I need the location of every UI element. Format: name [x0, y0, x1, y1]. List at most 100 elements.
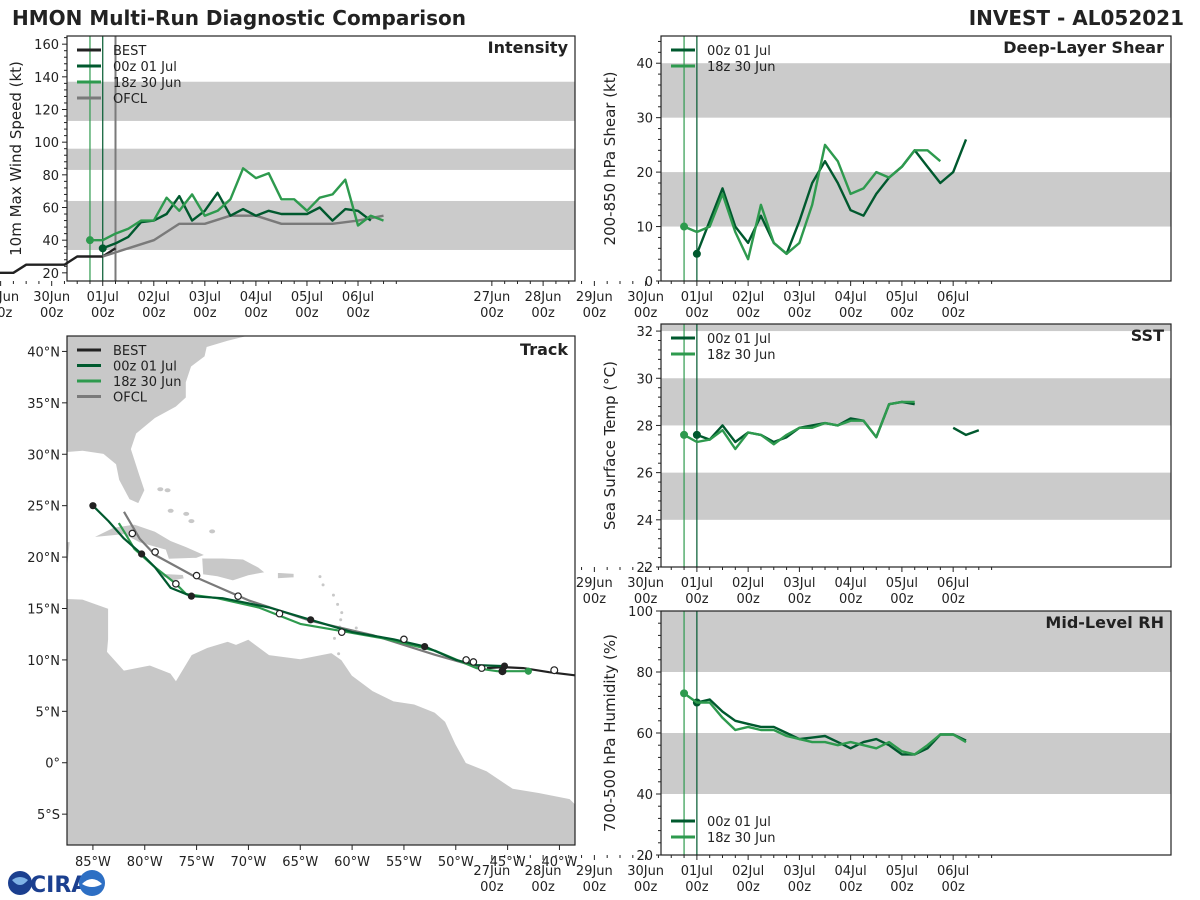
- x-tick-label-hour: 00z: [941, 592, 965, 607]
- track-open-marker: [462, 656, 470, 664]
- track-open-marker: [337, 628, 346, 636]
- y-tick-label: 80: [636, 666, 653, 681]
- x-tick-label-date: 01Jul: [681, 864, 713, 879]
- x-tick-label-date: 03Jul: [783, 290, 815, 305]
- x-tick-label-date: 06Jul: [937, 576, 969, 591]
- x-tick-label-date: 27Jun: [473, 864, 510, 879]
- logo-wordmark: CIRA: [30, 873, 88, 898]
- series-start-marker-run00: [692, 249, 701, 258]
- track-open-marker: [275, 609, 284, 618]
- x-tick-label-hour: 00z: [736, 880, 760, 895]
- lat-tick-label: 40°N: [27, 345, 60, 360]
- ram-horn-icon: [82, 879, 102, 887]
- x-tick-label-hour: 00z: [839, 592, 863, 607]
- antilles-island: [354, 626, 358, 630]
- plot-frame: [66, 335, 576, 846]
- y-axis-label: 200-850 hPa Shear (kt): [601, 72, 619, 246]
- x-tick-label-hour: 00z: [788, 592, 812, 607]
- panel-intensity: 2040608010012014016027Jun00z28Jun00z29Ju…: [0, 35, 576, 321]
- x-tick-label-date: 06Jul: [342, 290, 374, 305]
- x-tick-label-hour: 00z: [890, 592, 914, 607]
- lon-tick-label: 60°W: [334, 855, 370, 870]
- y-axis-label: 10m Max Wind Speed (kt): [7, 61, 25, 256]
- antilles-island: [332, 636, 336, 640]
- y-axis-label: 700-500 hPa Humidity (%): [601, 634, 619, 832]
- y-tick-label: 32: [636, 325, 653, 340]
- threshold-band: [661, 172, 1171, 227]
- x-tick-label-hour: 00z: [142, 306, 166, 321]
- x-tick-label-hour: 00z: [583, 592, 607, 607]
- track-closed-marker-run00: [187, 592, 196, 600]
- x-tick-label-hour: 00z: [685, 880, 709, 895]
- lon-tick-label: 85°W: [75, 855, 111, 870]
- x-tick-label-hour: 00z: [295, 306, 319, 321]
- series-line-run00: [696, 698, 967, 756]
- x-tick-label-date: 30Jun: [33, 290, 70, 305]
- track-open-marker: [172, 580, 180, 588]
- x-tick-label-hour: 00z: [788, 880, 812, 895]
- y-tick-label: 100: [34, 136, 59, 151]
- x-tick-label-hour: 00z: [193, 306, 217, 321]
- panel-title: Track: [520, 340, 568, 359]
- x-tick-label-date: 03Jul: [783, 864, 815, 879]
- lon-tick-label: 40°W: [541, 855, 577, 870]
- track-open-marker: [151, 548, 159, 556]
- x-tick-label-hour: 00z: [244, 306, 268, 321]
- x-tick-label-date: 04Jul: [835, 864, 867, 879]
- plot-frame: [660, 323, 1172, 568]
- series-line-best: [0, 247, 117, 274]
- lat-tick-label: 20°N: [27, 551, 60, 566]
- legend-label: 00z 01 Jul: [707, 332, 771, 347]
- x-tick-label-date: 05Jul: [886, 864, 918, 879]
- threshold-band: [661, 611, 1171, 672]
- x-tick-label-hour: 00z: [685, 306, 709, 321]
- x-tick-label-hour: 00z: [40, 306, 64, 321]
- series-line-run00: [695, 138, 968, 255]
- threshold-band: [67, 148, 575, 170]
- legend-label: 00z 01 Jul: [707, 44, 771, 59]
- x-tick-label-hour: 00z: [480, 880, 504, 895]
- track-closed-marker-run00: [89, 502, 97, 510]
- series-line-run18: [90, 167, 384, 242]
- bahamas-island: [157, 487, 164, 492]
- x-tick-label-date: 06Jul: [937, 290, 969, 305]
- track-open-marker: [400, 635, 408, 644]
- x-tick-label-date: 01Jul: [87, 290, 119, 305]
- track-open-marker: [234, 592, 242, 600]
- panel-title: Deep-Layer Shear: [1003, 38, 1164, 57]
- x-tick-label-hour: 00z: [480, 306, 504, 321]
- x-tick-label-date: 05Jul: [291, 290, 323, 305]
- best-marker: [550, 666, 559, 675]
- track-open-marker: [469, 658, 478, 666]
- x-tick-label-date: 05Jul: [886, 576, 918, 591]
- x-tick-label-date: 27Jun: [473, 290, 510, 305]
- antilles-island: [337, 652, 341, 656]
- legend-label: BEST: [113, 344, 146, 359]
- y-tick-label: 60: [42, 202, 59, 217]
- legend-label: 00z 01 Jul: [113, 60, 177, 75]
- legend-label: 00z 01 Jul: [707, 815, 771, 830]
- threshold-band: [67, 81, 575, 121]
- bahamas-island: [167, 508, 174, 513]
- x-tick-label-date: 04Jul: [240, 290, 272, 305]
- threshold-band: [661, 63, 1171, 118]
- x-tick-label-date: 03Jul: [189, 290, 221, 305]
- legend-label: 18z 30 Jun: [707, 831, 776, 846]
- panel-title: Mid-Level RH: [1045, 613, 1164, 632]
- x-tick-label-hour: 00z: [788, 306, 812, 321]
- track-open-marker: [477, 664, 486, 672]
- panel-title: Intensity: [488, 38, 569, 57]
- legend-label: 00z 01 Jul: [113, 360, 177, 375]
- lat-tick-label: 35°N: [27, 397, 60, 412]
- legend-label: OFCL: [113, 391, 148, 406]
- track-closed-marker-run00: [307, 616, 315, 624]
- series-start-marker-run00: [98, 244, 107, 253]
- x-tick-label-hour: 00z: [0, 306, 12, 321]
- series-line-run18: [683, 400, 915, 451]
- x-tick-label-hour: 00z: [839, 880, 863, 895]
- x-tick-label-hour: 00z: [941, 306, 965, 321]
- track-closed-marker-run18: [524, 667, 532, 675]
- lat-tick-label: 0°: [45, 757, 60, 772]
- x-tick-label-date: 05Jul: [886, 290, 918, 305]
